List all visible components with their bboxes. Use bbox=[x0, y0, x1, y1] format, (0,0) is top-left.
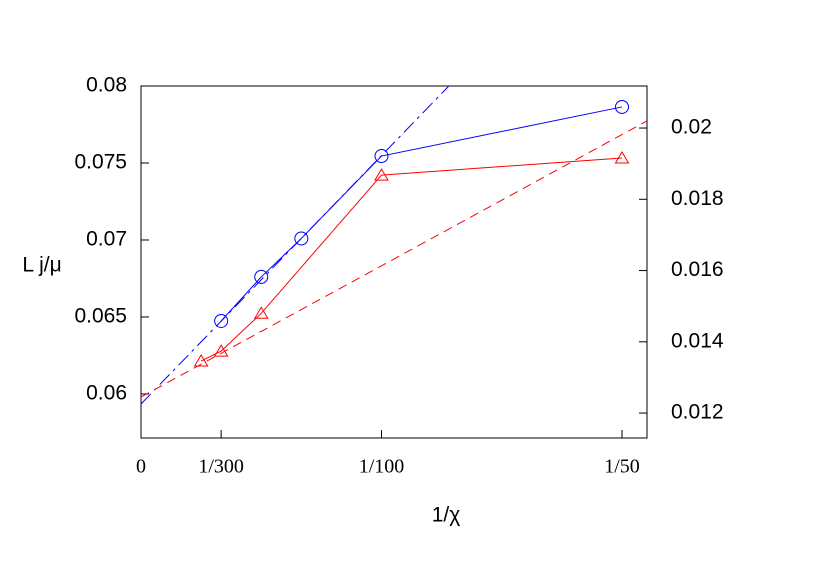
point bbox=[253, 306, 269, 319]
x-tick-label: 1/50 bbox=[604, 456, 640, 478]
series-line bbox=[220, 106, 623, 322]
series-line bbox=[141, 86, 450, 405]
y-tick-label: 0.065 bbox=[74, 305, 127, 328]
y-tick-label: 0.07 bbox=[86, 228, 127, 251]
x-tick-label: 0 bbox=[136, 456, 146, 478]
point bbox=[254, 269, 269, 284]
point bbox=[214, 313, 229, 328]
plot-frame bbox=[140, 85, 648, 439]
y-tick-label: 0.08 bbox=[86, 74, 127, 97]
y-axis-label: L j/μ bbox=[22, 254, 61, 277]
x-tick-label: 1/100 bbox=[359, 456, 405, 478]
series-line bbox=[141, 120, 647, 398]
point bbox=[374, 149, 389, 164]
point bbox=[193, 354, 209, 367]
y-tick-label: 0.06 bbox=[86, 382, 127, 405]
series-line bbox=[200, 157, 623, 362]
x-tick-label: 1/300 bbox=[198, 456, 244, 478]
point bbox=[614, 150, 630, 164]
y2-tick-label: 0.018 bbox=[671, 187, 724, 210]
y-tick-label: 0.075 bbox=[74, 151, 127, 174]
x-axis-label: 1/χ bbox=[432, 504, 461, 527]
y2-tick-label: 0.02 bbox=[671, 116, 712, 139]
y2-tick-label: 0.016 bbox=[671, 258, 724, 281]
point bbox=[294, 231, 309, 246]
y2-tick-label: 0.014 bbox=[671, 329, 724, 352]
point bbox=[614, 99, 629, 114]
y2-tick-label: 0.012 bbox=[671, 401, 724, 424]
point bbox=[213, 344, 229, 357]
point bbox=[374, 168, 389, 181]
